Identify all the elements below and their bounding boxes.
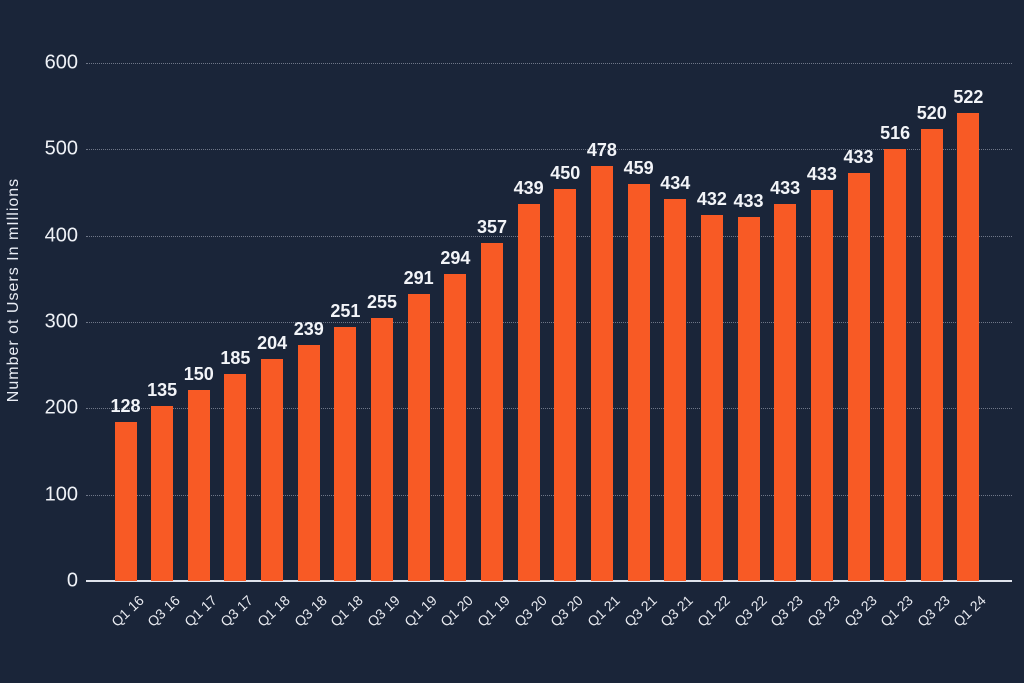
bar — [774, 203, 797, 581]
gridline — [86, 494, 1012, 496]
bar — [371, 317, 394, 581]
bar — [114, 422, 137, 581]
bar — [957, 112, 980, 581]
bar — [920, 129, 943, 581]
gridline — [86, 62, 1012, 64]
bar-value-label: 439 — [513, 177, 544, 198]
bar — [224, 373, 247, 581]
bar-value-label: 251 — [330, 301, 361, 322]
y-tick-label: 500 — [44, 137, 78, 160]
bar — [187, 390, 210, 581]
bar-value-label: 128 — [110, 396, 141, 417]
bar-value-label: 434 — [660, 173, 691, 194]
bar — [664, 199, 687, 581]
bar-value-label: 433 — [770, 177, 801, 198]
bar-value-label: 433 — [843, 147, 874, 168]
bar-value-label: 459 — [623, 157, 654, 178]
bar-value-label: 478 — [586, 140, 617, 161]
bar — [517, 203, 540, 581]
bar-value-label: 516 — [880, 123, 911, 144]
y-tick-label: 0 — [66, 569, 78, 592]
gridline — [86, 149, 1012, 151]
bar-value-label: 432 — [696, 188, 727, 209]
y-tick-label: 100 — [44, 483, 78, 506]
bar — [590, 166, 613, 581]
bar-value-label: 204 — [257, 333, 288, 354]
bar — [884, 149, 907, 581]
bar-value-label: 291 — [403, 268, 434, 289]
bar — [737, 216, 760, 581]
bar — [334, 327, 357, 581]
bar-value-label: 520 — [916, 103, 947, 124]
bar — [627, 183, 650, 581]
y-tick-label: 200 — [44, 396, 78, 419]
bar-value-label: 450 — [550, 162, 581, 183]
gridline — [86, 235, 1012, 237]
bar — [810, 189, 833, 581]
bar-value-label: 185 — [220, 347, 251, 368]
gridline — [86, 321, 1012, 323]
bar — [261, 359, 284, 581]
x-axis-line — [86, 580, 1012, 582]
bar-value-label: 522 — [953, 86, 984, 107]
bar — [847, 173, 870, 581]
bar-value-label: 433 — [806, 163, 837, 184]
bar-value-label: 433 — [733, 190, 764, 211]
bar-value-label: 239 — [293, 319, 324, 340]
bar — [700, 214, 723, 581]
bar — [297, 345, 320, 581]
bar-value-label: 150 — [183, 364, 214, 385]
bar — [481, 243, 503, 581]
bar — [554, 188, 577, 581]
bar-value-label: 357 — [476, 217, 508, 238]
bar — [151, 405, 174, 581]
bar-value-label: 135 — [147, 379, 178, 400]
bar — [444, 273, 467, 581]
y-tick-label: 600 — [44, 51, 78, 74]
gridline — [86, 408, 1012, 410]
bar — [407, 294, 430, 581]
y-tick-label: 400 — [44, 224, 78, 247]
bar-value-label: 255 — [367, 291, 398, 312]
bar-value-label: 294 — [440, 247, 471, 268]
y-tick-label: 300 — [44, 310, 78, 333]
